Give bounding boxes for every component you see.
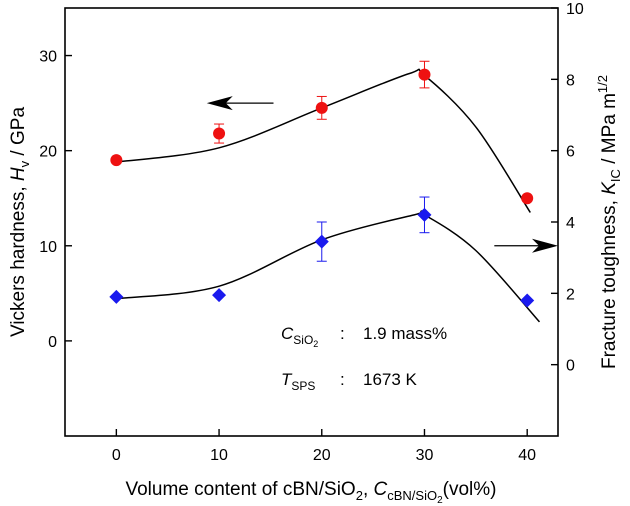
y-right-tick-label: 4 [566,215,575,232]
y-right-axis-title-main: Fracture toughness, [599,195,620,369]
annotation-subscript: SiO [293,333,313,347]
x-axis-title-sep: , [363,479,374,500]
x-tick-label: 10 [210,447,228,464]
y-right-tick-label: 10 [566,1,584,18]
y-right-tick-label: 6 [566,144,575,161]
y-right-axis-title: Fracture toughness, KIC / MPa m1/2 [595,75,623,369]
arrow-left-head [206,96,233,111]
y-left-axis-title-symbol-sub: v [17,160,32,167]
fit-curve-circle [116,68,531,213]
annotation-value: 1.9 mass% [363,324,447,343]
toughness-point [417,207,432,222]
arrow-right-head [532,238,558,253]
error-bars [214,60,430,262]
y-left-axis-title-main: Vickers hardness, [8,181,29,337]
toughness-point [314,234,329,249]
x-axis-title-symbol-subsub: 2 [437,495,443,506]
y-right-axis-title-symbol: K [599,181,620,195]
fit-curves [116,68,541,323]
x-tick-label: 0 [112,447,121,464]
annotation-symbol: C [281,324,294,343]
ticks: 0 10 20 30 40 0 10 20 30 0 2 4 6 8 10 [39,1,584,464]
y-left-tick-label: 30 [39,49,57,66]
annotation-label: CSiO2 [281,324,318,349]
toughness-point [109,289,124,304]
x-axis-title-unit: (vol%) [443,479,497,500]
x-axis-title-sub: 2 [356,488,363,503]
hardness-point [521,192,534,205]
y-left-axis-title-symbol: H [8,167,29,181]
y-right-tick-label: 0 [566,358,575,375]
toughness-point [520,293,535,308]
x-tick-label: 30 [416,447,434,464]
fit-curve-diamond [116,210,541,323]
hardness-point [418,68,431,81]
x-tick-label: 20 [313,447,331,464]
y-left-tick-label: 0 [48,334,57,351]
y-right-axis-title-unit-sup: 1/2 [595,75,610,93]
y-right-axis-title-unit: / MPa m [599,93,620,169]
x-tick-label: 40 [518,447,536,464]
annotation-colon: : [340,324,345,343]
annotation-value: 1673 K [363,370,418,389]
x-axis-title-symbol-sub: cBN/SiO [387,488,437,503]
y-right-tick-label: 2 [566,286,575,303]
x-axis-title-main: Volume content of cBN/SiO [125,479,355,500]
direction-arrows [206,96,558,253]
y-right-tick-label: 8 [566,72,575,89]
toughness-point [212,288,227,303]
x-axis-title-symbol: C [374,479,388,500]
y-left-axis-title-unit: / GPa [8,107,29,161]
x-axis-title: Volume content of cBN/SiO2, CcBN/SiO2(vo… [125,479,496,506]
annotation-colon: : [340,370,345,389]
y-left-tick-label: 10 [39,239,57,256]
hardness-point [110,154,123,167]
annotation-subsubscript: 2 [313,339,318,349]
plot-frame [64,7,559,437]
hardness-point [213,127,226,140]
annotation-symbol: T [281,370,293,389]
hardness-point [315,101,328,114]
y-right-axis-title-symbol-sub: IC [608,169,623,182]
annotation-subscript: SPS [291,379,315,393]
y-left-tick-label: 20 [39,144,57,161]
annotation-label: TSPS [281,370,315,393]
data-points [109,68,535,308]
y-left-axis-title: Vickers hardness, Hv / GPa [8,107,32,337]
annotations: CSiO2: 1.9 mass%TSPS:1673 K [281,324,447,393]
